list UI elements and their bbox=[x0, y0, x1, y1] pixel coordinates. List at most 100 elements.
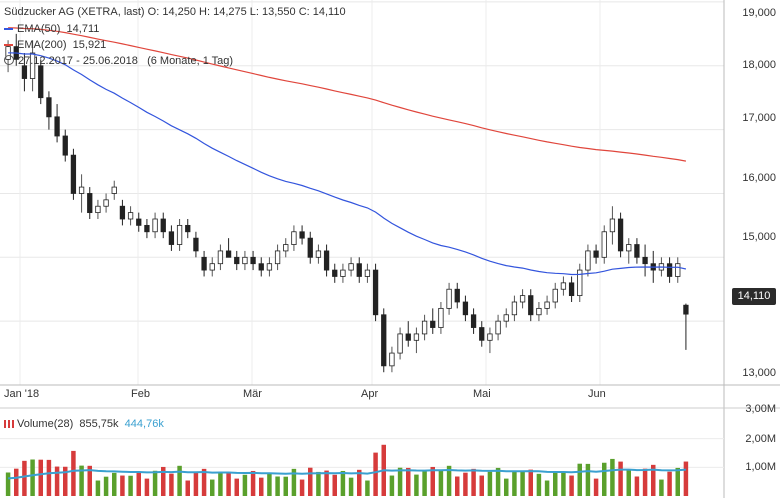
candle-body bbox=[495, 320, 501, 335]
volume-bar bbox=[226, 471, 231, 496]
volume-bar bbox=[504, 478, 509, 496]
ema50-line bbox=[8, 52, 687, 276]
candle-body bbox=[38, 65, 44, 99]
x-tick-label: Apr bbox=[361, 388, 379, 400]
candle-body bbox=[168, 231, 175, 245]
candle-body bbox=[340, 269, 346, 277]
candle-body bbox=[250, 256, 256, 265]
x-tick-label: Jan '18 bbox=[4, 388, 40, 400]
candle-body bbox=[62, 135, 68, 156]
candle-body bbox=[87, 193, 93, 214]
volume-bar bbox=[103, 476, 109, 496]
volume-bar bbox=[634, 476, 640, 496]
candle-body bbox=[544, 301, 550, 309]
volume-bar bbox=[422, 470, 427, 496]
candle-body bbox=[95, 205, 101, 214]
candle-body bbox=[323, 250, 330, 271]
volume-bars-icon bbox=[4, 420, 14, 428]
volume-bar bbox=[316, 471, 321, 496]
candle-body bbox=[193, 237, 199, 252]
candle-body bbox=[299, 231, 305, 239]
volume-bar bbox=[618, 461, 623, 496]
candle-body bbox=[438, 307, 444, 328]
y-tick-label: 16,000 bbox=[742, 172, 776, 184]
candle-body bbox=[372, 269, 379, 316]
legend-ema50: EMA(50) 14,711 bbox=[4, 23, 99, 35]
volume-bar bbox=[593, 478, 599, 496]
candle-body bbox=[217, 250, 224, 265]
volume-bar bbox=[471, 468, 476, 496]
candle-body bbox=[160, 218, 166, 233]
candle-body bbox=[348, 263, 354, 271]
candle-body bbox=[470, 314, 477, 328]
volume-bar bbox=[79, 465, 84, 496]
volume-bar bbox=[397, 467, 403, 496]
volume-bar bbox=[120, 475, 125, 496]
volume-bar bbox=[299, 479, 305, 496]
candle-body bbox=[446, 288, 452, 309]
volume-bar bbox=[234, 478, 239, 496]
ema200-swatch bbox=[4, 44, 13, 47]
volume-bar bbox=[414, 474, 419, 496]
candle-body bbox=[70, 154, 77, 194]
candle-body bbox=[389, 352, 395, 367]
volume-bar bbox=[5, 472, 11, 496]
legend-ema200: EMA(200) 15,921 bbox=[4, 39, 106, 51]
candle-body bbox=[683, 304, 689, 315]
candle-body bbox=[274, 250, 281, 265]
candle-body bbox=[642, 256, 648, 265]
candle-body bbox=[356, 263, 362, 277]
volume-bar bbox=[87, 465, 92, 496]
y-tick-label: 13,000 bbox=[742, 367, 776, 379]
volume-bar bbox=[651, 464, 656, 496]
candle-body bbox=[552, 288, 558, 303]
candle-body bbox=[430, 320, 436, 328]
candle-body bbox=[119, 205, 126, 220]
volume-bar bbox=[144, 478, 150, 496]
volume-bar bbox=[14, 468, 19, 496]
volume-y-tick: 2,00M bbox=[745, 433, 776, 445]
x-tick-label: Feb bbox=[131, 388, 150, 400]
candle-body bbox=[307, 237, 313, 258]
volume-bar bbox=[455, 476, 460, 496]
volume-bar bbox=[487, 471, 493, 496]
volume-bar bbox=[602, 462, 607, 496]
candle-body bbox=[617, 218, 624, 252]
volume-bar bbox=[267, 473, 272, 496]
candle-body bbox=[560, 282, 567, 290]
volume-bar bbox=[71, 450, 76, 496]
volume-legend: Volume(28) 855,75k 444,76k bbox=[4, 418, 164, 430]
volume-bar bbox=[193, 472, 199, 496]
volume-bar bbox=[242, 474, 248, 496]
volume-bar bbox=[283, 476, 288, 496]
volume-bar bbox=[46, 459, 52, 496]
ema50-swatch bbox=[4, 28, 13, 31]
volume-bar bbox=[95, 480, 101, 496]
candle-body bbox=[209, 263, 215, 271]
volume-bar bbox=[438, 469, 444, 496]
candle-body bbox=[185, 224, 191, 233]
volume-bar bbox=[357, 469, 362, 496]
volume-bar bbox=[585, 463, 591, 496]
candle-body bbox=[381, 314, 387, 367]
candle-body bbox=[103, 199, 109, 207]
x-tick-label: Jun bbox=[588, 388, 606, 400]
volume-bar bbox=[569, 475, 574, 496]
y-tick-label: 15,000 bbox=[742, 231, 776, 243]
volume-bar bbox=[389, 475, 395, 496]
volume-bar bbox=[177, 465, 182, 496]
volume-bar bbox=[675, 467, 680, 496]
volume-bar bbox=[512, 470, 517, 496]
x-tick-label: Mär bbox=[243, 388, 262, 400]
candle-body bbox=[291, 231, 297, 245]
volume-average-line bbox=[8, 468, 686, 480]
volume-bar bbox=[22, 460, 27, 496]
volume-bar bbox=[520, 470, 525, 496]
y-tick-label: 19,000 bbox=[742, 7, 776, 19]
ema200-line bbox=[8, 27, 687, 162]
volume-bar bbox=[528, 469, 533, 496]
candle-body bbox=[242, 256, 248, 265]
candle-body bbox=[54, 116, 60, 137]
volume-bar bbox=[365, 480, 370, 496]
